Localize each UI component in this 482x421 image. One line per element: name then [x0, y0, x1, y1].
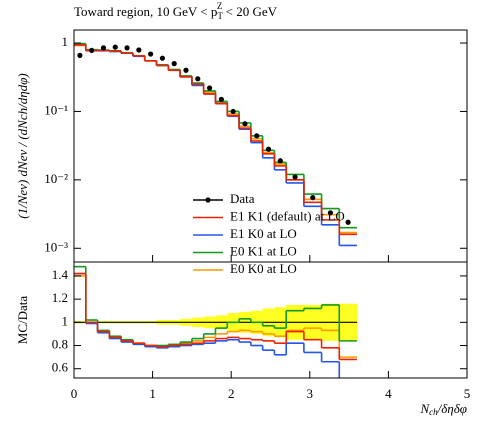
x-label-part: /δηδφ — [437, 401, 467, 416]
data-point — [124, 45, 130, 51]
data-point — [327, 210, 334, 216]
x-tick-label: 3 — [307, 386, 314, 401]
data-point — [345, 219, 351, 225]
y-tick-label: 10⁻² — [44, 171, 68, 186]
x-axis-label: Nch/δηδφ — [419, 401, 467, 417]
data-point — [206, 85, 213, 91]
legend-label: E0 K0 at LO — [230, 261, 297, 276]
x-label-part: N — [419, 401, 430, 416]
x-tick-label: 2 — [228, 386, 235, 401]
x-label-subscript: ch — [429, 407, 438, 417]
y-tick-label: 0.8 — [52, 337, 68, 352]
main-plot-area — [74, 42, 357, 247]
legend-label: Data — [230, 191, 255, 206]
legend-marker — [205, 197, 211, 203]
data-point — [277, 158, 283, 164]
data-point — [230, 108, 236, 115]
data-point — [100, 45, 107, 51]
data-point — [183, 67, 189, 73]
x-tick-label: 5 — [464, 386, 471, 401]
data-point — [218, 96, 224, 102]
data-point — [148, 51, 154, 57]
x-tick-label: 1 — [149, 386, 156, 401]
data-point — [171, 61, 177, 67]
chart-title: Toward region, 10 GeV < pTZ < 20 GeV — [74, 1, 278, 21]
legend-label: E0 K1 at LO — [230, 243, 297, 258]
y-tick-label: 1.2 — [52, 290, 68, 305]
x-tick-label: 4 — [385, 386, 392, 401]
data-point — [112, 44, 118, 50]
y-tick-label: 10⁻¹ — [44, 102, 68, 117]
y-tick-label: 0.6 — [52, 360, 69, 375]
data-point — [292, 174, 298, 180]
data-point — [242, 121, 248, 127]
title-superscript: Z — [217, 1, 223, 11]
title-subscript: T — [217, 11, 223, 21]
y-tick-label: 1.4 — [52, 267, 69, 282]
ratio-plot-area — [74, 265, 358, 378]
data-point — [136, 47, 142, 53]
legend: Data E1 K1 (default) at LO E1 K0 at LO E0 K… — [193, 191, 345, 276]
data-point — [254, 133, 260, 139]
title-part: < 20 GeV — [222, 4, 277, 19]
y-axis-label: (1/Nev) dNev / (dNch/dηdφ) — [15, 73, 30, 218]
data-point — [265, 146, 272, 152]
legend-label: E1 K0 at LO — [230, 226, 297, 241]
data-point — [77, 52, 83, 58]
data-point — [195, 76, 201, 82]
y-tick-label: 1 — [62, 34, 69, 49]
title-part: Toward region, 10 GeV < p — [74, 4, 217, 19]
data-point — [89, 47, 95, 54]
ratio-frame — [73, 261, 468, 379]
legend-label: E1 K1 (default) at LO — [230, 208, 345, 223]
y-tick-label: 10⁻³ — [44, 239, 68, 254]
axes: 10⁻³ 10⁻² 10⁻¹ 1 0.6 0.8 1 1.2 1.4 0 1 2 3 4 5 — [44, 34, 470, 401]
ratio-y-axis-label: MC/Data — [15, 296, 30, 345]
y-tick-label: 1 — [62, 313, 69, 328]
data-point — [310, 195, 316, 201]
data-point — [159, 55, 166, 61]
x-tick-label: 0 — [71, 386, 78, 401]
